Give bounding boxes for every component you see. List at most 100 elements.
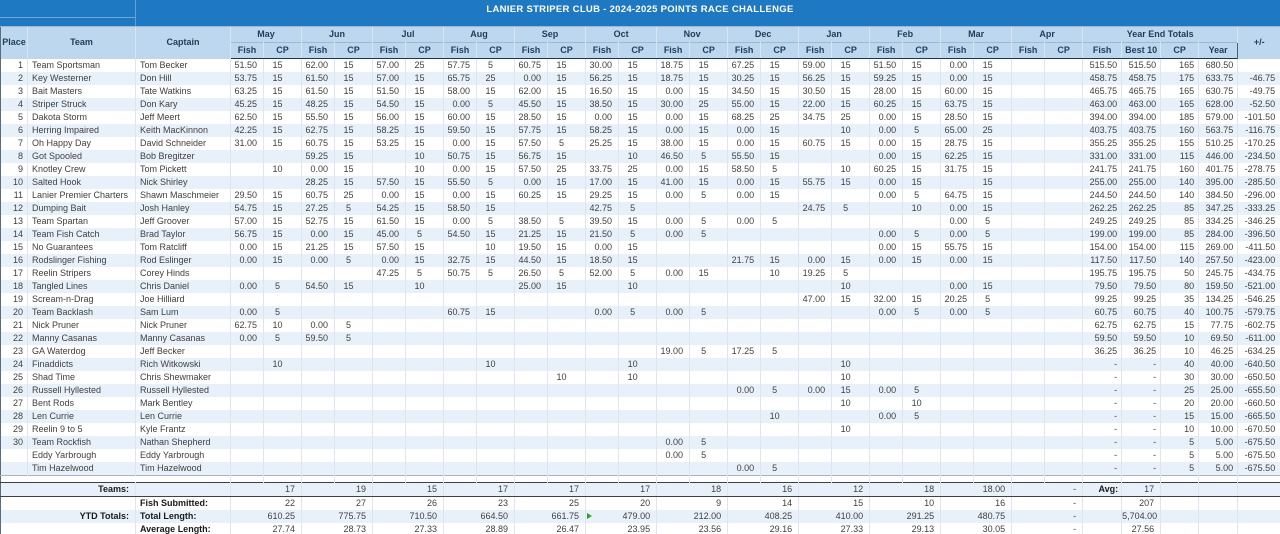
ye-year-cell[interactable]: 269.00 bbox=[1198, 241, 1239, 254]
fish-cell-sep[interactable]: 25.00 bbox=[514, 280, 549, 293]
ye-best10-cell[interactable]: - bbox=[1121, 462, 1162, 476]
ye-fish-cell[interactable]: 241.75 bbox=[1082, 163, 1123, 176]
cp-cell-jul[interactable] bbox=[405, 384, 445, 397]
ye-cp-cell[interactable]: 25 bbox=[1160, 384, 1200, 397]
cp-cell-feb[interactable]: 15 bbox=[902, 58, 942, 72]
fish-cell-jul[interactable] bbox=[372, 371, 407, 384]
cp-subheader-oct[interactable]: CP bbox=[618, 42, 658, 59]
ye-year-cell[interactable]: 15.00 bbox=[1198, 410, 1239, 423]
fish-cell-sep[interactable] bbox=[514, 371, 549, 384]
cp-cell-nov[interactable] bbox=[689, 293, 729, 306]
team-cell[interactable]: Rodslinger Fishing bbox=[27, 254, 136, 267]
fish-cell-aug[interactable] bbox=[443, 384, 478, 397]
fish-cell-jul[interactable] bbox=[372, 358, 407, 371]
ye-best10-cell[interactable]: 59.50 bbox=[1121, 332, 1162, 345]
fish-cell-aug[interactable]: 58.00 bbox=[443, 85, 478, 98]
fish-cell-jul[interactable]: 56.00 bbox=[372, 111, 407, 124]
cp-cell-mar[interactable]: 15 bbox=[973, 280, 1013, 293]
ye-cp-cell[interactable]: 85 bbox=[1160, 228, 1200, 241]
fish-cell-jul[interactable]: 57.00 bbox=[372, 72, 407, 85]
cp-cell-mar[interactable]: 15 bbox=[973, 150, 1013, 163]
cp-cell-may[interactable]: 10 bbox=[263, 358, 303, 371]
ye-cp-cell[interactable]: 15 bbox=[1160, 319, 1200, 332]
plus-minus-cell[interactable]: -650.50 bbox=[1237, 371, 1280, 384]
fish-cell-sep[interactable]: 38.50 bbox=[514, 215, 549, 228]
ytd-value-may[interactable]: 27.74 bbox=[229, 523, 303, 534]
cp-cell-oct[interactable] bbox=[618, 345, 658, 358]
ye-fish-cell[interactable]: 195.75 bbox=[1082, 267, 1123, 280]
cp-cell-jun[interactable] bbox=[334, 293, 374, 306]
cp-cell-nov[interactable] bbox=[689, 384, 729, 397]
cp-cell-aug[interactable]: 15 bbox=[476, 306, 516, 319]
fish-cell-feb[interactable]: 0.00 bbox=[869, 176, 904, 189]
cp-cell-jun[interactable]: 15 bbox=[334, 98, 374, 111]
cp-cell-mar[interactable]: 15 bbox=[973, 72, 1013, 85]
cp-cell-nov[interactable] bbox=[689, 202, 729, 215]
fish-cell-may[interactable]: 51.50 bbox=[230, 58, 264, 72]
fish-cell-nov[interactable] bbox=[656, 254, 691, 267]
cp-cell-oct[interactable]: 15 bbox=[618, 254, 658, 267]
cp-cell-aug[interactable] bbox=[476, 332, 516, 345]
ytd-value-jun[interactable]: 775.75 bbox=[301, 510, 374, 523]
fish-cell-jan[interactable]: 19.25 bbox=[798, 267, 833, 280]
cp-cell-feb[interactable]: 10 bbox=[902, 202, 942, 215]
fish-cell-nov[interactable]: 0.00 bbox=[656, 124, 691, 137]
year-end-subheader-best-10[interactable]: Best 10 bbox=[1121, 42, 1162, 59]
cp-cell-oct[interactable] bbox=[618, 319, 658, 332]
cp-cell-sep[interactable] bbox=[547, 306, 587, 319]
cp-cell-jun[interactable]: 5 bbox=[334, 332, 374, 345]
cp-cell-apr[interactable] bbox=[1044, 72, 1084, 85]
cp-cell-dec[interactable]: 5 bbox=[760, 215, 800, 228]
ytd-value-may[interactable]: 610.25 bbox=[229, 510, 303, 523]
cp-cell-jul[interactable]: 15 bbox=[405, 241, 445, 254]
ye-fish-cell[interactable]: 255.00 bbox=[1082, 176, 1123, 189]
fish-cell-jan[interactable]: 59.00 bbox=[798, 58, 833, 72]
cp-cell-jan[interactable]: 15 bbox=[831, 293, 871, 306]
plus-minus-cell[interactable]: -278.75 bbox=[1237, 163, 1280, 176]
cp-cell-apr[interactable] bbox=[1044, 280, 1084, 293]
cp-cell-jan[interactable]: 10 bbox=[831, 163, 871, 176]
fish-cell-sep[interactable]: 0.00 bbox=[514, 72, 549, 85]
fish-cell-feb[interactable] bbox=[869, 436, 904, 449]
cp-cell-sep[interactable] bbox=[547, 358, 587, 371]
ye-best10-cell[interactable]: 195.75 bbox=[1121, 267, 1162, 280]
cp-cell-may[interactable] bbox=[263, 397, 303, 410]
fish-subheader-jul[interactable]: Fish bbox=[372, 42, 407, 59]
fish-cell-mar[interactable]: 55.75 bbox=[940, 241, 975, 254]
cp-cell-apr[interactable] bbox=[1044, 293, 1084, 306]
captain-cell[interactable]: Brad Taylor bbox=[135, 228, 231, 241]
cp-cell-jul[interactable] bbox=[405, 306, 445, 319]
cp-cell-dec[interactable]: 15 bbox=[760, 124, 800, 137]
ye-fish-cell[interactable]: 458.75 bbox=[1082, 72, 1123, 85]
plus-minus-cell[interactable]: -296.00 bbox=[1237, 189, 1280, 202]
fish-cell-nov[interactable] bbox=[656, 319, 691, 332]
cp-cell-jun[interactable] bbox=[334, 449, 374, 462]
teams-count-apr[interactable]: - bbox=[1011, 482, 1084, 497]
cp-cell-dec[interactable]: 15 bbox=[760, 137, 800, 150]
place-cell[interactable]: 20 bbox=[0, 306, 28, 319]
fish-cell-jul[interactable]: 51.50 bbox=[372, 85, 407, 98]
fish-cell-mar[interactable] bbox=[940, 176, 975, 189]
cp-cell-apr[interactable] bbox=[1044, 423, 1084, 436]
place-cell[interactable]: 2 bbox=[0, 72, 28, 85]
ye-fish-cell[interactable]: - bbox=[1082, 410, 1123, 423]
fish-cell-jan[interactable] bbox=[798, 397, 833, 410]
place-cell[interactable]: 7 bbox=[0, 137, 28, 150]
fish-cell-mar[interactable]: 64.75 bbox=[940, 189, 975, 202]
fish-cell-dec[interactable] bbox=[727, 449, 762, 462]
fish-cell-sep[interactable]: 56.75 bbox=[514, 150, 549, 163]
ye-best10-cell[interactable]: - bbox=[1121, 449, 1162, 462]
cp-cell-jan[interactable]: 15 bbox=[831, 384, 871, 397]
cp-cell-dec[interactable] bbox=[760, 436, 800, 449]
cp-cell-dec[interactable]: 15 bbox=[760, 72, 800, 85]
fish-cell-may[interactable] bbox=[230, 293, 264, 306]
fish-cell-nov[interactable]: 0.00 bbox=[656, 306, 691, 319]
cp-cell-sep[interactable]: 25 bbox=[547, 163, 587, 176]
ye-best10-cell[interactable]: 199.00 bbox=[1121, 228, 1162, 241]
fish-cell-jan[interactable] bbox=[798, 280, 833, 293]
month-header-apr[interactable]: Apr bbox=[1011, 27, 1084, 43]
fish-cell-feb[interactable] bbox=[869, 215, 904, 228]
ye-best10-cell[interactable]: 244.50 bbox=[1121, 189, 1162, 202]
captain-cell[interactable]: Manny Casanas bbox=[135, 332, 231, 345]
fish-cell-apr[interactable] bbox=[1011, 228, 1046, 241]
